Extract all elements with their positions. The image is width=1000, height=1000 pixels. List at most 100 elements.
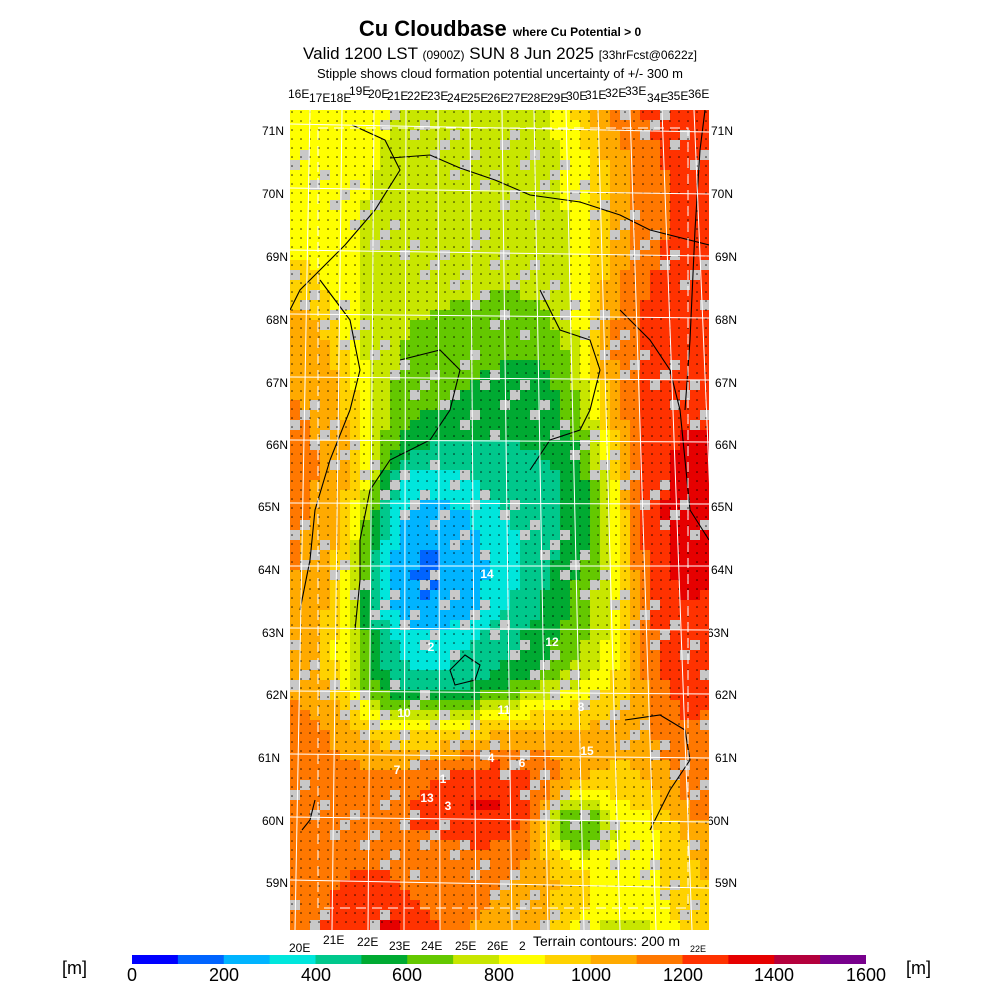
lat-label: 66N bbox=[266, 438, 289, 452]
valid-date: SUN 8 Jun 2025 bbox=[469, 44, 594, 63]
colorbar-bin bbox=[682, 955, 729, 964]
lat-label: 63N bbox=[707, 626, 730, 640]
colorbar-bin bbox=[407, 955, 454, 964]
colorbar-bin bbox=[774, 955, 821, 964]
lat-label: 65N bbox=[258, 500, 281, 514]
terrain-contours bbox=[290, 110, 709, 831]
colorbar-bin bbox=[499, 955, 546, 964]
station-number: 3 bbox=[445, 799, 452, 813]
colorbar-bin bbox=[453, 955, 500, 964]
lon-label: 28E bbox=[527, 91, 549, 105]
lon-label: 30E bbox=[566, 89, 588, 103]
lat-label: 68N bbox=[266, 313, 289, 327]
chart-title: Cu Cloudbase where Cu Potential > 0 bbox=[0, 16, 1000, 42]
lon-label: 35E bbox=[667, 89, 689, 103]
colorbar-bin bbox=[820, 955, 866, 964]
lon-label: 31E bbox=[585, 88, 607, 102]
colorbar-bin bbox=[177, 955, 225, 964]
lon-label: 17E bbox=[309, 91, 331, 105]
station-number: 1 bbox=[440, 772, 447, 786]
lat-label: 67N bbox=[715, 376, 738, 390]
colorbar-bin bbox=[132, 955, 179, 964]
lat-label: 70N bbox=[262, 187, 285, 201]
lat-label: 61N bbox=[715, 751, 738, 765]
lat-label: 71N bbox=[711, 124, 734, 138]
colorbar-bin bbox=[728, 955, 775, 964]
title-qualifier: where Cu Potential > 0 bbox=[512, 25, 642, 39]
lon-label: 22E bbox=[407, 89, 429, 103]
lon-label: 33E bbox=[625, 84, 647, 98]
colorbar-tick: 1400 bbox=[753, 965, 795, 985]
lat-label: 66N bbox=[715, 438, 738, 452]
lat-label: 68N bbox=[715, 313, 738, 327]
station-number: 6 bbox=[519, 756, 526, 770]
lat-label: 61N bbox=[258, 751, 281, 765]
cloudbase-map: 14 2 12 10 11 8 15 7 4 6 1 13 3 bbox=[290, 110, 709, 930]
lat-label: 60N bbox=[707, 814, 730, 828]
colorbar-bin bbox=[315, 955, 362, 964]
colorbar-bin bbox=[544, 955, 592, 964]
valid-z: (0900Z) bbox=[422, 48, 465, 62]
title-main: Cu Cloudbase bbox=[358, 16, 507, 41]
station-number: 15 bbox=[580, 744, 594, 758]
corner-lon-label: 22E bbox=[690, 944, 707, 954]
lon-label: 23E bbox=[389, 939, 411, 953]
station-number: 14 bbox=[480, 567, 494, 581]
colorbar-bin bbox=[361, 955, 408, 964]
lon-label: 20E bbox=[368, 87, 390, 101]
lon-label: 24E bbox=[447, 91, 469, 105]
subtitle: Stipple shows cloud formation potential … bbox=[316, 66, 683, 81]
lon-label: 20E bbox=[289, 941, 311, 955]
lat-label: 70N bbox=[711, 187, 734, 201]
valid-prefix: Valid 1200 LST bbox=[303, 44, 418, 63]
colorbar-tick: 1000 bbox=[570, 965, 612, 985]
colorbar-tick: 800 bbox=[483, 965, 515, 985]
colorbar-tick: 400 bbox=[300, 965, 332, 985]
lat-label: 64N bbox=[258, 563, 281, 577]
lon-label: 18E bbox=[330, 91, 352, 105]
forecast-info: [33hrFcst@0622z] bbox=[598, 48, 697, 62]
colorbar-tick: 600 bbox=[391, 965, 423, 985]
colorbar-bin bbox=[636, 955, 684, 964]
lon-label: 29E bbox=[547, 91, 569, 105]
colorbar-bin bbox=[269, 955, 317, 964]
lon-label: 21E bbox=[323, 933, 345, 947]
lat-label: 71N bbox=[262, 124, 285, 138]
colorbar-tick: 1200 bbox=[662, 965, 704, 985]
colorbar-bin bbox=[590, 955, 638, 964]
lon-label: 24E bbox=[421, 939, 443, 953]
lon-label: 2 bbox=[519, 939, 526, 953]
lat-label: 59N bbox=[715, 876, 738, 890]
station-labels: 14 2 12 10 11 8 15 7 4 6 1 13 3 bbox=[394, 567, 594, 813]
colorbar-bin bbox=[223, 955, 271, 964]
station-number: 4 bbox=[488, 751, 495, 765]
lon-label: 21E bbox=[387, 89, 409, 103]
station-number: 8 bbox=[578, 700, 585, 714]
lat-label: 65N bbox=[711, 500, 734, 514]
station-number: 12 bbox=[545, 635, 559, 649]
colorbar bbox=[132, 955, 866, 964]
terrain-note: Terrain contours: 200 m bbox=[533, 933, 681, 949]
lon-label: 23E bbox=[427, 89, 449, 103]
station-number: 13 bbox=[420, 791, 434, 805]
lat-label: 64N bbox=[711, 563, 734, 577]
colorbar-tick: 200 bbox=[208, 965, 240, 985]
station-number: 2 bbox=[428, 640, 435, 654]
unit-label-left: [m] bbox=[62, 958, 87, 978]
valid-time-line: Valid 1200 LST (0900Z) SUN 8 Jun 2025 [3… bbox=[0, 44, 1000, 64]
lon-label: 34E bbox=[647, 91, 669, 105]
lat-label: 69N bbox=[266, 250, 289, 264]
lon-label: 25E bbox=[467, 91, 489, 105]
lon-label: 22E bbox=[357, 935, 379, 949]
lat-label: 69N bbox=[715, 250, 738, 264]
lon-label: 32E bbox=[605, 86, 627, 100]
unit-label-right: [m] bbox=[906, 958, 931, 978]
station-number: 11 bbox=[498, 703, 511, 717]
lon-label: 26E bbox=[487, 939, 509, 953]
lon-label: 25E bbox=[455, 939, 477, 953]
colorbar-tick: 0 bbox=[126, 965, 138, 985]
lon-label: 26E bbox=[487, 91, 509, 105]
lat-label: 60N bbox=[262, 814, 285, 828]
lat-lon-grid bbox=[290, 110, 709, 930]
lat-label: 67N bbox=[266, 376, 289, 390]
